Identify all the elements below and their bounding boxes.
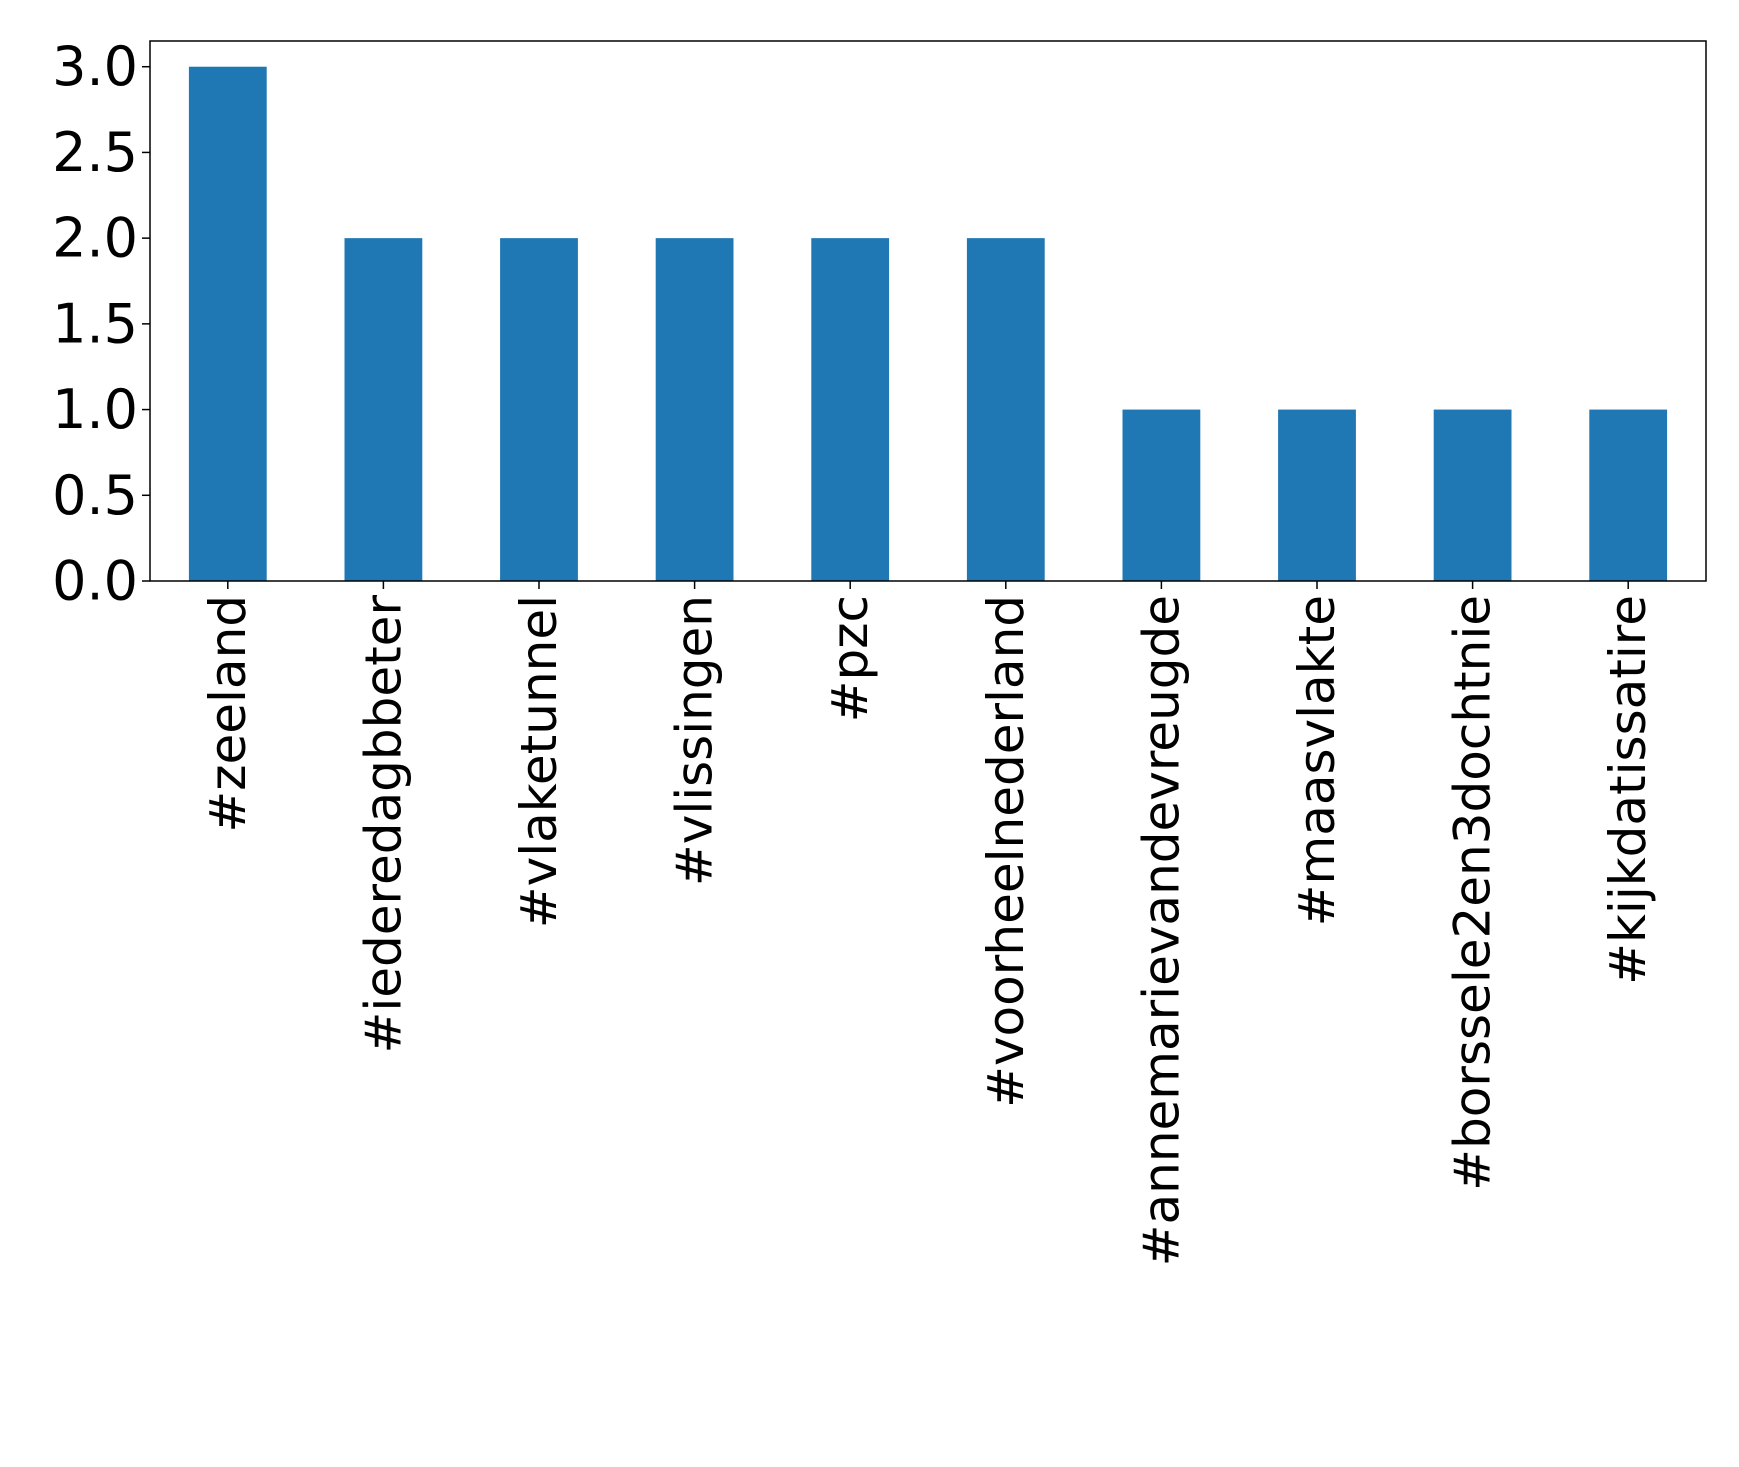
bar-maasvlakte bbox=[1278, 409, 1356, 581]
x-tick-label: #annemarievandevreugde bbox=[1132, 595, 1190, 1266]
bar-iederedagbbeter bbox=[344, 238, 423, 581]
y-axis: 0.0 0.5 1.0 1.5 2.0 2.5 3.0 bbox=[52, 35, 150, 613]
bars-layer bbox=[188, 66, 1668, 581]
y-tick-label: 2.0 bbox=[52, 207, 138, 270]
x-tick-label: #iederedagbbeter bbox=[354, 595, 412, 1054]
y-tick-label: 0.5 bbox=[52, 464, 138, 527]
x-tick-label: #pzc bbox=[821, 595, 879, 722]
bar-pzc bbox=[811, 238, 890, 581]
x-tick-label: #vlaketunnel bbox=[510, 595, 568, 928]
x-tick-label: #voorheelnederland bbox=[977, 595, 1035, 1108]
x-tick-label: #vlissingen bbox=[666, 595, 724, 886]
x-tick-label: #borssele2en3dochtnie bbox=[1444, 595, 1502, 1191]
plot-frame bbox=[149, 40, 1707, 582]
x-tick-label: #zeeland bbox=[199, 595, 257, 833]
x-axis: #zeeland #iederedagbbeter #vlaketunnel #vli… bbox=[199, 581, 1657, 1266]
bar-annemarievandevreugde bbox=[1122, 409, 1201, 581]
bar-vlissingen bbox=[655, 238, 734, 581]
bar-zeeland bbox=[188, 66, 267, 581]
bar-kijkdatissatire bbox=[1589, 409, 1668, 581]
y-tick-label: 2.5 bbox=[52, 121, 138, 184]
y-tick-label: 1.0 bbox=[52, 378, 138, 441]
y-tick-label: 0.0 bbox=[52, 550, 138, 613]
y-tick-label: 3.0 bbox=[52, 35, 138, 98]
bar-voorheelnederland bbox=[966, 238, 1045, 581]
bar-vlaketunnel bbox=[500, 238, 578, 581]
y-tick-label: 1.5 bbox=[52, 292, 138, 355]
x-tick-label: #kijkdatissatire bbox=[1599, 595, 1657, 985]
x-tick-label: #maasvlakte bbox=[1288, 595, 1346, 926]
bar-borssele2en3dochtnie bbox=[1433, 409, 1512, 581]
